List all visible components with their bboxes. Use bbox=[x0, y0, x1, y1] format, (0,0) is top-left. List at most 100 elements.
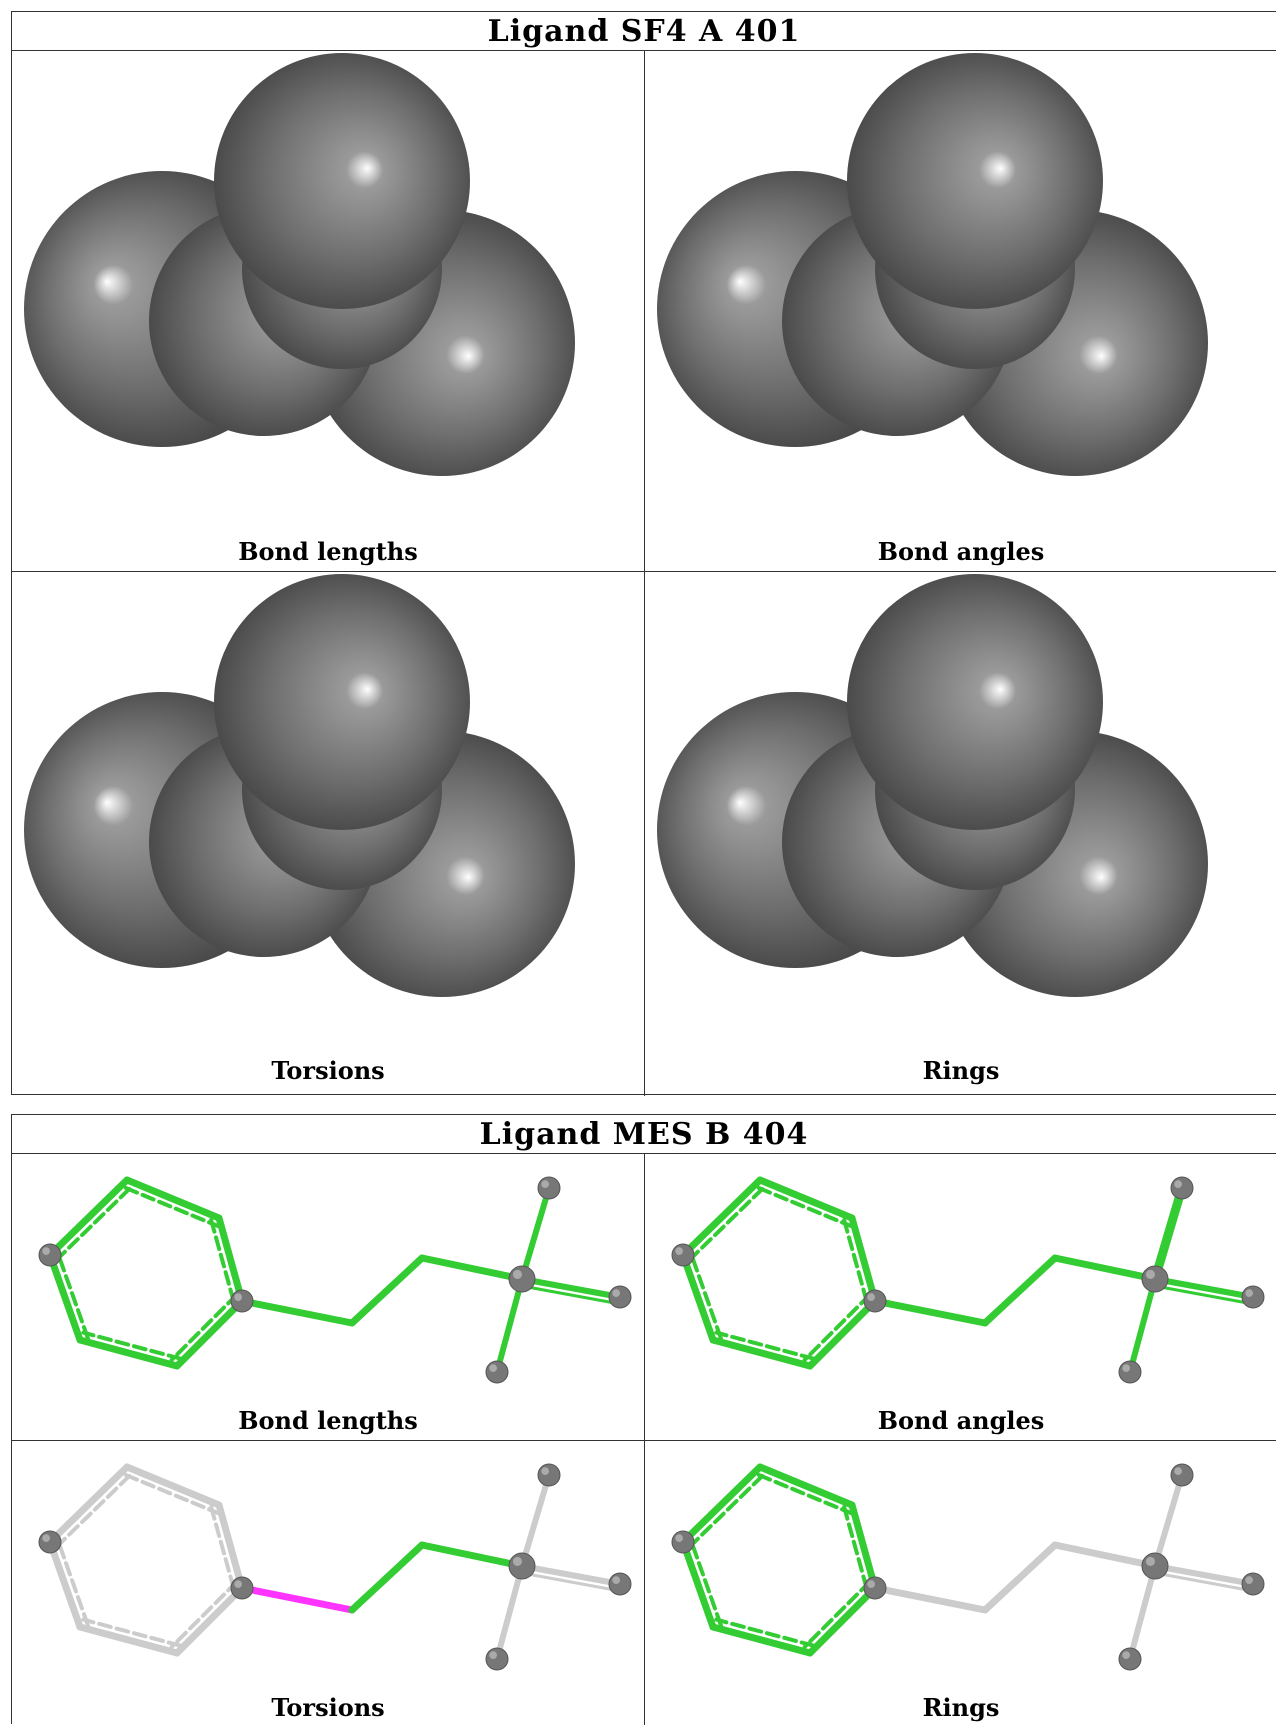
sulfonate-bond bbox=[1152, 1472, 1185, 1569]
cell-torsions: Torsions bbox=[12, 572, 644, 1094]
atom-highlight bbox=[1145, 1269, 1155, 1279]
ring-aromatic-bond bbox=[687, 1470, 769, 1550]
atom-highlight bbox=[1245, 1289, 1253, 1297]
atom-highlight bbox=[234, 1580, 242, 1588]
sf4-space-filling-model bbox=[24, 574, 575, 997]
mes-stick-model bbox=[38, 1176, 632, 1384]
ring-bond bbox=[173, 1584, 246, 1657]
atom-highlight bbox=[541, 1180, 550, 1188]
atom-highlight bbox=[612, 1576, 621, 1584]
chain-bond bbox=[418, 1541, 526, 1570]
ring-aromatic-bond bbox=[802, 1292, 872, 1362]
ring-bond bbox=[76, 1336, 181, 1370]
caption-torsions: Torsions bbox=[271, 1693, 385, 1722]
chain-bond bbox=[1051, 1254, 1159, 1283]
ring-bond bbox=[709, 1336, 814, 1370]
atom bbox=[863, 1576, 887, 1600]
ring-bond bbox=[679, 1538, 717, 1631]
atom bbox=[608, 1572, 632, 1596]
cell-bond-angles: Bond angles bbox=[645, 1154, 1276, 1440]
cell-bond-lengths: Bond lengths bbox=[12, 51, 644, 571]
ring-bond bbox=[679, 1463, 764, 1546]
atom bbox=[38, 1530, 62, 1554]
atom-highlight bbox=[1122, 1651, 1130, 1659]
sf4-space-filling-model bbox=[657, 574, 1208, 997]
caption-bond-angles: Bond angles bbox=[877, 537, 1045, 566]
sulfonate-bond bbox=[1152, 1563, 1256, 1587]
atom-highlight bbox=[489, 1651, 497, 1659]
ring-bond bbox=[806, 1584, 879, 1657]
caption-bond-angles: Bond angles bbox=[877, 1406, 1045, 1435]
caption-rings: Rings bbox=[922, 1056, 1000, 1085]
panel-title: Ligand MES B 404 bbox=[479, 1117, 809, 1152]
atom-highlight bbox=[867, 1580, 875, 1588]
sulfonate-bond bbox=[519, 1185, 552, 1282]
ring-aromatic-bond bbox=[802, 1579, 872, 1649]
atom bbox=[1170, 1463, 1194, 1487]
cell-bond-lengths: Bond lengths bbox=[12, 1154, 644, 1440]
ring-aromatic-bond bbox=[169, 1579, 239, 1649]
sulfonate-bond bbox=[1127, 1276, 1158, 1375]
atom bbox=[230, 1576, 254, 1600]
sulfonate-bond bbox=[1152, 1276, 1256, 1300]
atom-highlight bbox=[675, 1247, 683, 1255]
ring-aromatic-bond bbox=[55, 1251, 90, 1341]
ring-aromatic-bond bbox=[714, 1330, 816, 1361]
ring-aromatic-bond bbox=[688, 1251, 723, 1341]
atom-highlight bbox=[234, 1293, 242, 1301]
caption-bond-lengths: Bond lengths bbox=[238, 537, 418, 566]
atom-highlight bbox=[1145, 1556, 1155, 1566]
caption-bond-lengths: Bond lengths bbox=[238, 1406, 418, 1435]
chain-bond bbox=[348, 1541, 426, 1614]
ring-aromatic-bond bbox=[842, 1505, 870, 1593]
sphere-top-atom bbox=[214, 574, 470, 830]
sulfur-atom bbox=[1141, 1552, 1169, 1580]
ring-bond bbox=[76, 1623, 181, 1657]
ring-bond bbox=[756, 1176, 856, 1222]
ring-bond bbox=[46, 1176, 131, 1259]
atom bbox=[485, 1647, 509, 1671]
chain-bond bbox=[418, 1254, 526, 1283]
ring-aromatic-bond bbox=[209, 1505, 237, 1593]
caption-rings: Rings bbox=[922, 1693, 1000, 1722]
ring-aromatic-bond bbox=[81, 1617, 183, 1648]
ring-bond bbox=[123, 1176, 223, 1222]
ring-bond bbox=[46, 1538, 84, 1631]
atom bbox=[863, 1289, 887, 1313]
mes-stick-model bbox=[38, 1463, 632, 1671]
sulfur-atom bbox=[508, 1552, 536, 1580]
ring-bond bbox=[679, 1251, 717, 1344]
ring-aromatic-bond bbox=[123, 1473, 220, 1516]
ring-bond bbox=[679, 1176, 764, 1259]
sf4-space-filling-model bbox=[24, 53, 575, 476]
sulfonate-bond bbox=[1127, 1563, 1158, 1662]
ring-aromatic-bond bbox=[169, 1292, 239, 1362]
atom-highlight bbox=[1174, 1467, 1182, 1475]
ring-bond bbox=[709, 1623, 814, 1657]
atom bbox=[485, 1360, 509, 1384]
atom bbox=[1241, 1572, 1265, 1596]
chain-bond bbox=[871, 1297, 989, 1327]
atom-highlight bbox=[1174, 1180, 1182, 1188]
ring-bond bbox=[756, 1463, 856, 1509]
chain-bond bbox=[238, 1297, 356, 1327]
atom-highlight bbox=[675, 1534, 683, 1542]
atom bbox=[608, 1285, 632, 1309]
atom-highlight bbox=[512, 1269, 522, 1279]
sulfonate-bond bbox=[519, 1472, 552, 1569]
sulfonate-bond bbox=[519, 1276, 623, 1300]
atom bbox=[537, 1176, 561, 1200]
atom-highlight bbox=[42, 1247, 50, 1255]
ligand-panel-sf4: Ligand SF4 A 401 Bond lengths Bond angle… bbox=[11, 11, 1276, 1096]
chain-bond bbox=[981, 1254, 1059, 1327]
atom-highlight bbox=[1122, 1364, 1130, 1372]
atom-highlight bbox=[489, 1364, 497, 1372]
cell-bond-angles: Bond angles bbox=[645, 51, 1276, 571]
chain-bond bbox=[348, 1254, 426, 1327]
sulfonate-double-bond bbox=[1154, 1284, 1254, 1306]
sulfonate-bond bbox=[1150, 1183, 1187, 1284]
mes-stick-model bbox=[671, 1176, 1265, 1384]
ring-aromatic-bond bbox=[54, 1470, 136, 1550]
cell-rings: Rings bbox=[645, 572, 1276, 1094]
chain-bond bbox=[981, 1541, 1059, 1614]
